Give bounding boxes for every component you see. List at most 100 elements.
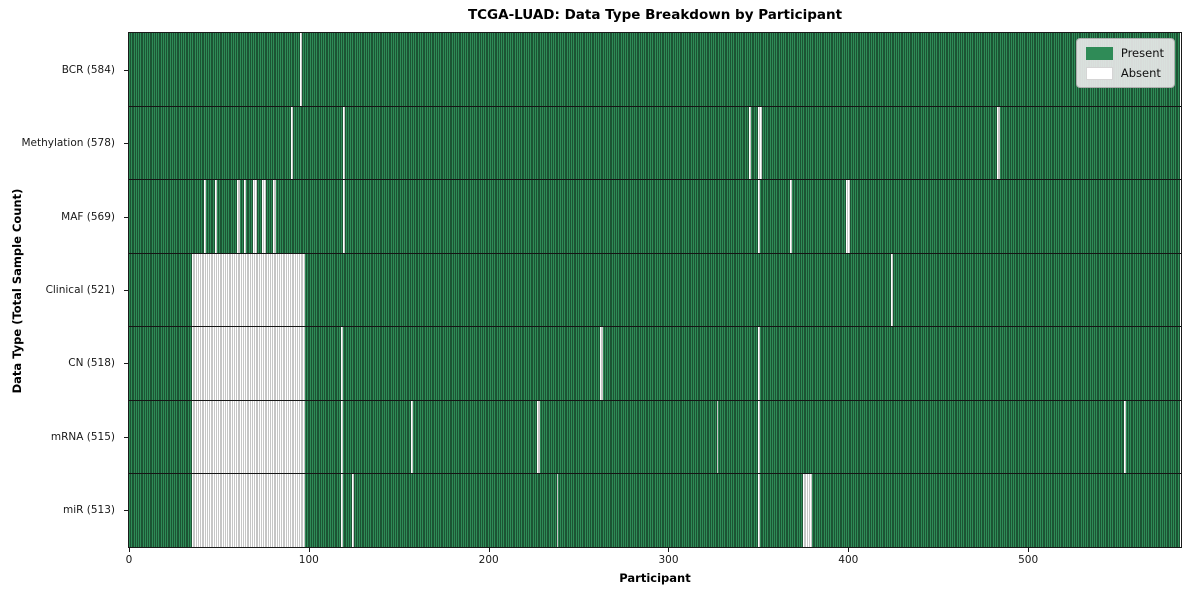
heatmap-cell — [912, 106, 915, 180]
heatmap-cell — [267, 474, 270, 548]
heatmap-cell — [402, 327, 404, 400]
heatmap-cell — [540, 253, 543, 327]
heatmap-cell — [547, 474, 550, 548]
heatmap-cell — [714, 253, 717, 327]
heatmap-cell — [186, 106, 189, 180]
heatmap-cell — [265, 327, 268, 400]
heatmap-cell — [500, 253, 503, 327]
heatmap-cell — [686, 253, 688, 327]
heatmap-cell — [953, 400, 956, 474]
heatmap-cell — [1013, 327, 1015, 400]
heatmap-cell — [662, 474, 665, 548]
heatmap-cell — [244, 253, 246, 327]
heatmap-cell — [811, 474, 814, 548]
heatmap-cell — [641, 33, 643, 106]
heatmap-cell — [700, 180, 703, 253]
heatmap-cell — [876, 180, 879, 253]
heatmap-cell — [536, 180, 539, 253]
heatmap-cell — [434, 400, 437, 474]
heatmap-cell — [231, 400, 234, 474]
y-tick-label-cn: CN (518) — [68, 357, 115, 370]
heatmap-cell — [729, 400, 731, 474]
heatmap-cell — [833, 474, 836, 548]
heatmap-cell — [768, 474, 771, 548]
heatmap-cell — [1126, 327, 1129, 400]
heatmap-cell — [650, 327, 652, 400]
heatmap-cell — [247, 327, 250, 400]
heatmap-cell — [1045, 400, 1048, 474]
heatmap-cell — [925, 327, 927, 400]
heatmap-cell — [217, 33, 219, 106]
heatmap-cell — [385, 400, 388, 474]
heatmap-cell — [463, 327, 466, 400]
heatmap-cell — [678, 327, 681, 400]
heatmap-cell — [1126, 180, 1129, 253]
heatmap-cell — [463, 106, 466, 180]
heatmap-cell — [1047, 327, 1049, 400]
heatmap-cell — [188, 106, 191, 180]
heatmap-cell — [971, 106, 974, 180]
heatmap-cell — [641, 106, 643, 180]
heatmap-cell — [914, 180, 917, 253]
heatmap-cell — [1025, 327, 1028, 400]
heatmap-cell — [660, 33, 663, 106]
heatmap-cell — [792, 474, 794, 548]
heatmap-cell — [229, 474, 232, 548]
heatmap-cell — [572, 400, 575, 474]
heatmap-cell — [1029, 106, 1032, 180]
heatmap-cell — [1167, 327, 1170, 400]
heatmap-cell — [711, 253, 713, 327]
heatmap-cell — [971, 33, 974, 106]
heatmap-cell — [380, 180, 383, 253]
heatmap-cell — [851, 474, 854, 548]
heatmap-cell — [484, 180, 487, 253]
heatmap-cell — [159, 253, 162, 327]
heatmap-cell — [195, 400, 198, 474]
heatmap-cell — [630, 33, 633, 106]
heatmap-cell — [490, 400, 492, 474]
heatmap-cell — [1079, 327, 1082, 400]
heatmap-cell — [314, 106, 316, 180]
heatmap-cell — [1117, 400, 1120, 474]
heatmap-cell — [416, 106, 419, 180]
heatmap-cell — [603, 474, 606, 548]
heatmap-cell — [1140, 106, 1143, 180]
heatmap-cell — [1167, 400, 1170, 474]
heatmap-cell — [200, 474, 203, 548]
heatmap-cell — [459, 33, 462, 106]
heatmap-cell — [429, 474, 431, 548]
heatmap-cell — [242, 106, 244, 180]
heatmap-cell — [452, 474, 455, 548]
heatmap-cell — [887, 180, 890, 253]
heatmap-cell — [1155, 106, 1157, 180]
heatmap-cell — [301, 180, 304, 253]
heatmap-cell — [1068, 400, 1071, 474]
heatmap-cell — [921, 474, 924, 548]
heatmap-cell — [587, 474, 589, 548]
heatmap-cell — [867, 180, 870, 253]
heatmap-cell — [651, 106, 654, 180]
heatmap-cell — [235, 400, 237, 474]
heatmap-cell — [353, 106, 356, 180]
heatmap-cell — [387, 106, 390, 180]
heatmap-cell — [170, 106, 173, 180]
heatmap-cell — [233, 400, 236, 474]
heatmap-cell — [191, 474, 194, 548]
heatmap-cell — [914, 33, 917, 106]
heatmap-cell — [977, 327, 979, 400]
heatmap-cell — [288, 474, 291, 548]
heatmap-cell — [457, 327, 460, 400]
heatmap-cell — [867, 327, 870, 400]
heatmap-cell — [560, 180, 563, 253]
heatmap-cell — [842, 33, 845, 106]
heatmap-cell — [718, 33, 721, 106]
heatmap-cell — [1090, 180, 1093, 253]
heatmap-cell — [775, 106, 778, 180]
heatmap-cell — [770, 474, 773, 548]
heatmap-cell — [797, 106, 800, 180]
heatmap-cell — [283, 400, 286, 474]
heatmap-cell — [536, 400, 539, 474]
heatmap-cell — [211, 400, 214, 474]
heatmap-cell — [811, 400, 814, 474]
heatmap-cell — [299, 180, 302, 253]
